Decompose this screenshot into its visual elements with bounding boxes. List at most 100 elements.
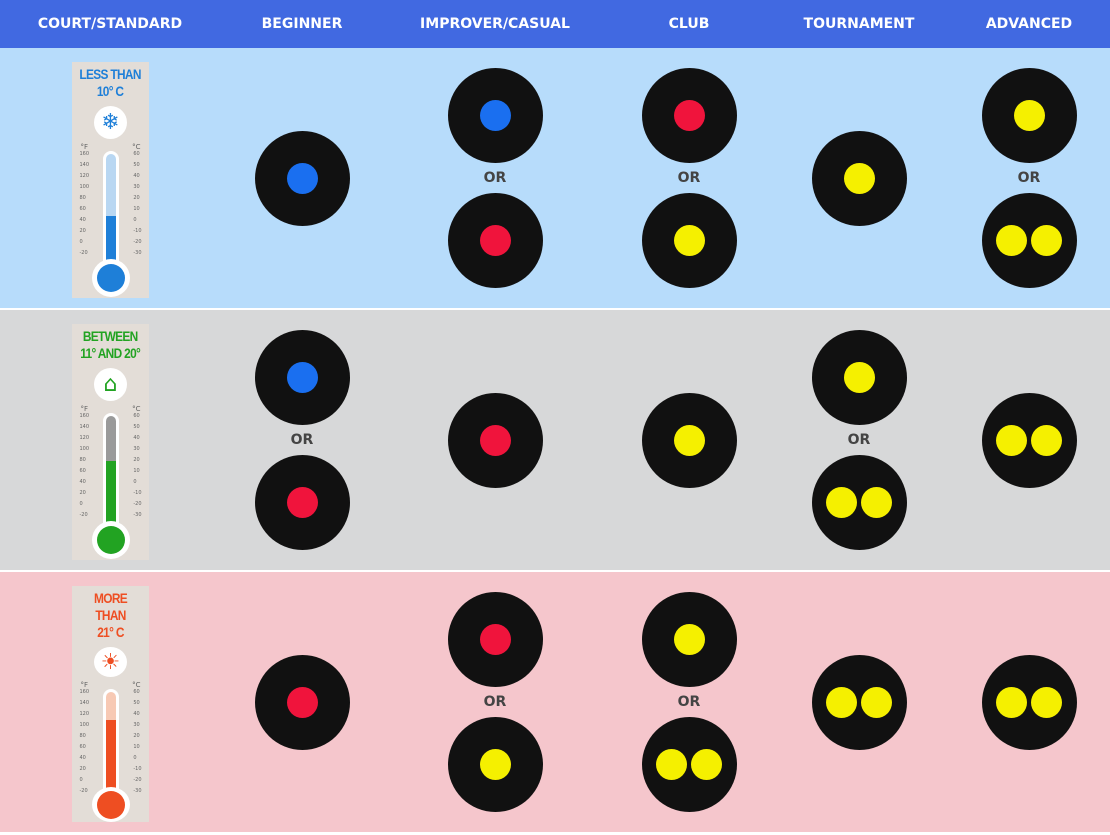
- column-header: COURT/STANDARD: [37, 16, 183, 32]
- thermometer: LESS THAN 10° C ❄ °F °C 160 140 120 100 80 60 40…: [72, 62, 149, 298]
- fahrenheit-tick: 160: [79, 413, 90, 419]
- red-dot: [286, 487, 318, 518]
- celsius-tick: 30: [133, 446, 140, 452]
- label-line: LESS THAN: [79, 66, 142, 82]
- snowflake-icon: ❄: [94, 106, 127, 139]
- celsius-tick: 20: [133, 733, 140, 740]
- fahrenheit-tick: 60: [79, 744, 86, 751]
- or-label: OR: [677, 694, 701, 710]
- yellow-dot: [656, 749, 687, 780]
- fahrenheit-tick: 20: [79, 490, 86, 496]
- double-yellow-dot-ball-icon: [811, 455, 907, 550]
- thermometer-fill: [105, 460, 116, 528]
- ball-cell: [939, 572, 1110, 832]
- yellow-dot: [1031, 225, 1062, 256]
- double-yellow-dot-ball-icon: [981, 392, 1077, 488]
- label-line: 11° AND 20°: [80, 345, 142, 361]
- yellow-dot-ball-icon: [641, 193, 737, 288]
- thermometer-fill: [105, 215, 116, 266]
- blue-dot: [286, 362, 318, 393]
- fahrenheit-tick: -20: [79, 788, 88, 795]
- celsius-tick: -30: [133, 512, 142, 518]
- ball-cell: [212, 48, 392, 308]
- red-dot: [479, 624, 511, 655]
- table-row: BETWEEN 11° AND 20° ⌂ °F °C 160 140 120 100 80…: [0, 310, 1110, 572]
- fahrenheit-unit: °F: [80, 681, 89, 690]
- fahrenheit-tick: 0: [79, 239, 83, 245]
- sun-icon: ☀: [94, 647, 127, 678]
- celsius-tick: 30: [133, 722, 140, 729]
- yellow-dot: [996, 686, 1027, 718]
- fahrenheit-tick: 120: [79, 435, 90, 441]
- ball-cell: [212, 572, 392, 832]
- celsius-tick: 50: [133, 700, 140, 707]
- red-dot-ball-icon: [254, 455, 350, 550]
- ball-cell: OR: [599, 48, 779, 308]
- blue-dot: [286, 162, 318, 194]
- yellow-dot-ball-icon: [641, 592, 737, 687]
- double-yellow-dot-ball-icon: [641, 717, 737, 812]
- label-line: 10° C: [97, 83, 124, 99]
- yellow-dot-ball-icon: [811, 330, 907, 425]
- celsius-tick: 20: [133, 195, 140, 201]
- celsius-tick: -10: [133, 766, 142, 773]
- red-dot: [479, 424, 511, 456]
- thermometer-bulb: [91, 521, 130, 559]
- fahrenheit-tick: 160: [79, 151, 90, 157]
- double-yellow-dot-ball-icon: [981, 193, 1077, 288]
- thermometer-tube: [102, 413, 119, 531]
- red-dot-ball-icon: [447, 592, 543, 687]
- or-label: OR: [847, 432, 871, 448]
- thermometer-tube: [102, 689, 119, 808]
- celsius-tick: 40: [133, 711, 140, 718]
- ball-cell: [405, 310, 585, 570]
- fahrenheit-tick: 80: [79, 195, 86, 201]
- blue-dot-ball-icon: [254, 130, 350, 226]
- celsius-unit: °C: [132, 143, 141, 151]
- ball-cell: [939, 310, 1110, 570]
- celsius-tick: 0: [133, 755, 137, 762]
- ball-cell: [599, 310, 779, 570]
- celsius-tick: 10: [133, 744, 140, 751]
- thermometer-bulb: [91, 787, 130, 822]
- table-row: MORE THAN 21° C ☀ °F °C 160 140 120 100 80 60 40…: [0, 572, 1110, 834]
- thermometer: BETWEEN 11° AND 20° ⌂ °F °C 160 140 120 100 80…: [72, 324, 149, 560]
- red-dot: [479, 225, 511, 256]
- yellow-dot-ball-icon: [981, 68, 1077, 163]
- label-line: MORE THAN: [94, 590, 128, 623]
- celsius-tick: -30: [133, 788, 142, 795]
- label-line: 21° C: [97, 624, 124, 640]
- celsius-tick: -10: [133, 228, 142, 234]
- fahrenheit-unit: °F: [80, 405, 89, 413]
- celsius-tick: 20: [133, 457, 140, 463]
- fahrenheit-tick: 160: [79, 689, 90, 696]
- temperature-label: BETWEEN 11° AND 20°: [80, 328, 142, 362]
- fahrenheit-tick: 80: [79, 457, 86, 463]
- yellow-dot: [673, 225, 705, 256]
- celsius-tick: 60: [133, 689, 140, 696]
- or-label: OR: [483, 694, 507, 710]
- celsius-tick: 60: [133, 413, 140, 419]
- fahrenheit-tick: 40: [79, 755, 86, 762]
- yellow-dot: [691, 749, 722, 780]
- yellow-dot: [996, 424, 1027, 456]
- yellow-dot: [1013, 100, 1045, 131]
- fahrenheit-tick: -20: [79, 512, 88, 518]
- red-dot-ball-icon: [254, 654, 350, 750]
- icon-glyph: ⌂: [103, 372, 118, 397]
- or-label: OR: [677, 170, 701, 186]
- celsius-tick: 60: [133, 151, 140, 157]
- yellow-dot: [826, 686, 857, 718]
- celsius-unit: °C: [132, 405, 141, 413]
- yellow-dot: [1031, 424, 1062, 456]
- yellow-dot: [826, 487, 857, 518]
- celsius-tick: -10: [133, 490, 142, 496]
- house-icon: ⌂: [94, 368, 127, 401]
- ball-cell: OR: [405, 48, 585, 308]
- yellow-dot: [479, 749, 511, 780]
- fahrenheit-tick: 140: [79, 700, 90, 707]
- celsius-tick: 50: [133, 424, 140, 430]
- yellow-dot: [673, 624, 705, 655]
- column-header: BEGINNER: [261, 16, 343, 32]
- thermometer-bulb: [91, 259, 130, 297]
